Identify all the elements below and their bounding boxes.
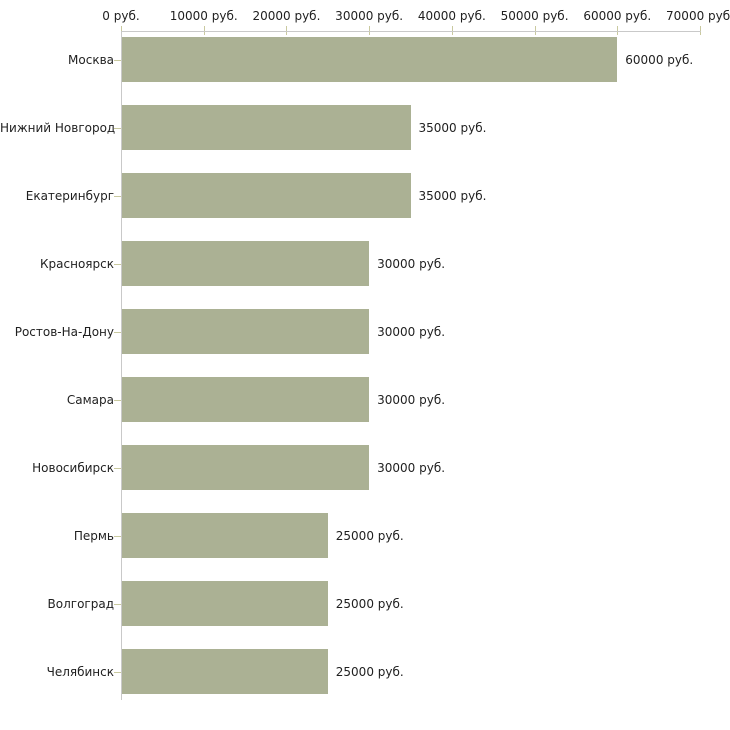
value-label: 30000 руб. [377,324,446,339]
y-axis-tick [114,195,121,197]
y-axis-tick [114,59,121,61]
bar [122,241,370,286]
y-axis-tick [114,671,121,673]
value-label: 60000 руб. [625,52,694,67]
value-label: 35000 руб. [418,120,487,135]
x-axis-tick-label: 10000 руб. [169,9,238,23]
x-axis-tick [617,26,619,35]
x-axis-tick-label: 0 руб. [102,9,140,23]
bar [122,309,370,354]
x-axis-tick-label: 30000 руб. [335,9,404,23]
x-axis-line [121,31,701,32]
x-axis-tick [121,26,122,35]
bar [122,377,370,422]
bar [122,445,370,490]
value-label: 25000 руб. [335,528,404,543]
x-axis-tick [700,26,701,35]
y-axis-tick [114,467,121,469]
category-label: Екатеринбург [25,188,114,203]
y-axis-tick [114,603,121,605]
x-axis-tick-label: 70000 руб. [666,9,730,23]
value-label: 30000 руб. [377,460,446,475]
x-axis-tick [534,26,536,35]
value-label: 25000 руб. [335,664,404,679]
x-axis-tick-label: 60000 руб. [583,9,652,23]
category-label: Самара [66,392,114,407]
bar [122,513,328,558]
category-label: Красноярск [40,256,114,271]
x-axis-tick-label: 40000 руб. [417,9,486,23]
category-label: Ростов-На-Дону [14,324,114,339]
y-axis-tick [114,535,121,537]
bar [122,105,411,150]
category-label: Москва [68,52,114,67]
category-label: Нижний Новгород [0,120,116,135]
y-axis-tick [114,263,121,265]
x-axis-tick [369,26,371,35]
bar [122,37,618,82]
category-label: Пермь [73,528,114,543]
x-axis-tick-label: 20000 руб. [252,9,321,23]
category-label: Волгоград [47,596,114,611]
y-axis-tick [114,331,121,333]
y-axis-tick [114,399,121,401]
value-label: 35000 руб. [418,188,487,203]
x-axis-tick [203,26,205,35]
value-label: 30000 руб. [377,392,446,407]
y-axis-tick [114,127,121,129]
value-label: 25000 руб. [335,596,404,611]
bar [122,173,411,218]
category-label: Новосибирск [32,460,114,475]
x-axis-tick-label: 50000 руб. [500,9,569,23]
bar [122,649,328,694]
x-axis-tick [451,26,453,35]
value-label: 30000 руб. [377,256,446,271]
category-label: Челябинск [46,664,114,679]
bar [122,581,328,626]
x-axis-tick [286,26,288,35]
y-axis-line [121,31,122,700]
